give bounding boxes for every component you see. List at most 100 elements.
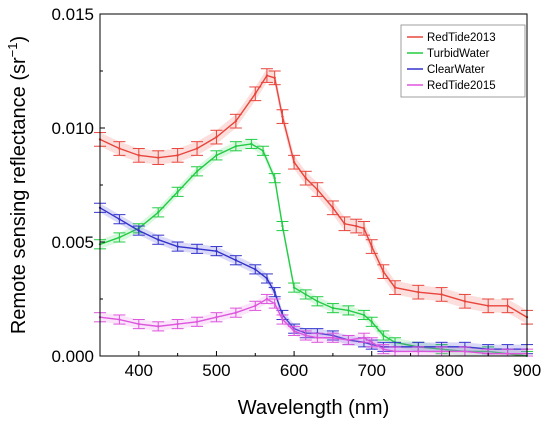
legend-label: TurbidWater xyxy=(427,48,490,60)
error-band xyxy=(100,294,527,356)
data-point xyxy=(265,297,269,301)
data-point xyxy=(281,318,284,321)
legend-label: RedTide2013 xyxy=(427,32,496,44)
data-point xyxy=(331,206,335,209)
data-point xyxy=(316,300,319,303)
data-point xyxy=(273,176,276,180)
x-tick-label: 400 xyxy=(125,361,153,380)
data-point xyxy=(304,293,307,296)
data-point xyxy=(362,313,366,317)
data-point xyxy=(254,92,257,96)
data-point xyxy=(362,336,366,339)
data-point xyxy=(215,135,218,139)
data-point xyxy=(137,229,141,232)
data-point xyxy=(440,293,443,296)
data-point xyxy=(292,161,296,164)
data-point xyxy=(265,277,269,280)
data-point xyxy=(362,227,366,230)
data-point xyxy=(304,334,307,337)
data-point xyxy=(281,224,284,228)
data-point xyxy=(215,316,218,319)
data-point xyxy=(343,222,346,225)
data-point xyxy=(316,336,319,339)
data-point xyxy=(304,176,307,180)
data-point xyxy=(370,245,373,248)
data-point xyxy=(195,247,199,251)
x-axis-label: Wavelength (nm) xyxy=(238,397,390,419)
data-point xyxy=(215,154,218,157)
data-point xyxy=(176,245,179,248)
data-point xyxy=(273,302,276,305)
plot-area xyxy=(94,68,533,358)
data-point xyxy=(118,318,121,321)
data-point xyxy=(234,145,238,148)
data-point xyxy=(195,320,199,323)
x-tick-label: 500 xyxy=(202,361,230,380)
data-point xyxy=(176,322,179,326)
series-line xyxy=(99,74,528,318)
x-tick-label: 600 xyxy=(280,361,308,380)
data-point xyxy=(273,290,276,294)
data-point xyxy=(417,290,420,294)
x-tick-label: 800 xyxy=(435,361,463,380)
series-RedTide2015 xyxy=(94,293,533,357)
data-point xyxy=(506,304,509,308)
data-point xyxy=(195,147,199,150)
data-point xyxy=(261,149,265,152)
data-point xyxy=(382,334,385,337)
data-point xyxy=(463,350,467,353)
data-point xyxy=(176,190,179,194)
data-point xyxy=(118,218,121,221)
data-point xyxy=(281,115,284,118)
data-point xyxy=(234,311,238,314)
legend: RedTide2013 TurbidWater ClearWater RedTide2… xyxy=(400,24,526,98)
y-axis: 0.000 0.005 0.010 0.015 xyxy=(51,5,105,366)
data-point xyxy=(292,329,296,333)
data-point xyxy=(417,350,420,353)
data-point xyxy=(506,352,509,355)
y-axis-label-superscript: −1 xyxy=(5,43,20,58)
data-point xyxy=(157,325,160,328)
data-point xyxy=(265,74,269,77)
y-tick-label: 0.010 xyxy=(51,119,94,138)
data-point xyxy=(382,347,385,351)
data-point xyxy=(234,259,238,262)
legend-label: RedTide2015 xyxy=(427,80,496,92)
legend-label: ClearWater xyxy=(427,64,485,76)
data-point xyxy=(176,154,179,157)
data-point xyxy=(440,350,443,353)
data-point xyxy=(486,304,490,308)
x-axis: 400 500 600 700 800 900 xyxy=(99,351,541,380)
y-axis-label: Remote sensing reflectance (sr−1) xyxy=(5,36,30,334)
data-point xyxy=(234,119,238,123)
data-point xyxy=(316,188,319,191)
data-point xyxy=(157,211,160,214)
y-tick-label: 0.015 xyxy=(51,5,94,24)
data-point xyxy=(347,338,350,342)
data-point xyxy=(250,142,253,146)
data-point xyxy=(370,341,373,344)
data-point xyxy=(137,322,141,326)
data-point xyxy=(118,236,121,239)
data-point xyxy=(118,147,121,150)
data-point xyxy=(331,306,335,310)
data-point xyxy=(347,309,350,312)
data-point xyxy=(215,249,218,253)
data-point xyxy=(382,270,385,273)
data-point xyxy=(355,224,358,228)
data-point xyxy=(370,320,373,323)
data-point xyxy=(273,76,276,80)
y-tick-label: 0.000 xyxy=(51,347,94,366)
data-point xyxy=(393,286,397,289)
data-point xyxy=(463,300,467,303)
y-tick-label: 0.005 xyxy=(51,233,94,252)
data-point xyxy=(331,336,335,339)
y-axis-label-main: Remote sensing reflectance (sr xyxy=(8,57,30,334)
data-point xyxy=(157,238,160,241)
data-point xyxy=(254,268,257,271)
data-point xyxy=(195,170,199,173)
x-tick-label: 900 xyxy=(513,361,541,380)
x-tick-label: 700 xyxy=(358,361,386,380)
